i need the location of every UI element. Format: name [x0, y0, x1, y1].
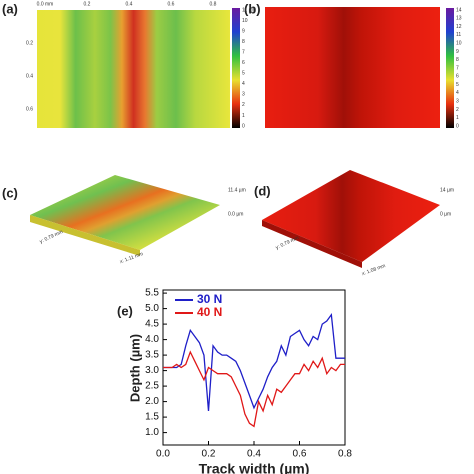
x-tick-label: 0.4: [247, 449, 261, 460]
y-tick-label: 4.5: [145, 319, 159, 330]
colorbar-label: 5: [456, 82, 459, 88]
colorbar-a: [232, 8, 240, 128]
colorbar-label: 6: [456, 74, 459, 80]
z-bottom: 0.0 µm: [228, 211, 243, 217]
colorbar-label: 10: [242, 18, 248, 24]
y-extent: y: 0.79 mm: [275, 235, 300, 251]
y-tick-label: 3.5: [145, 350, 159, 361]
x-axis-title: Track width (µm): [199, 461, 310, 474]
surface-3d-c: [30, 175, 220, 250]
colorbar-label: 5: [242, 71, 245, 77]
colorbar-label: 3: [456, 98, 459, 104]
y-tick-label: 2.0: [145, 396, 159, 407]
legend-label: 30 N: [197, 292, 222, 306]
colorbar-label: 4: [456, 90, 459, 96]
colorbar-label: 9: [242, 28, 245, 34]
x-tick-label: 0.8: [210, 1, 217, 7]
y-tick-label: 5.0: [145, 303, 159, 314]
panel-label: (b): [244, 1, 261, 16]
colorbar-label: 11 µm: [242, 7, 256, 13]
colorbar-label: 8: [242, 39, 245, 45]
colorbar-label: 9: [456, 49, 459, 55]
y-tick-label: 4.0: [145, 334, 159, 345]
y-tick-label: 0.6: [26, 106, 33, 112]
y-tick-label: 1.5: [145, 412, 159, 423]
x-tick-label: 0.6: [293, 449, 307, 460]
z-top: 11.4 µm: [228, 187, 246, 193]
colorbar-label: 12: [456, 24, 462, 30]
colorbar-label: 0: [242, 123, 245, 129]
colorbar-label: 6: [242, 60, 245, 66]
surface-edge: [30, 215, 140, 256]
colorbar-label: 4: [242, 81, 245, 87]
surface-3d-d: [262, 170, 440, 262]
series-line: [163, 313, 345, 411]
colorbar-label: 2: [242, 102, 245, 108]
y-axis-title: Depth (µm): [127, 334, 142, 402]
colorbar-label: 1: [456, 115, 459, 121]
colorbar-label: 7: [456, 65, 459, 71]
y-tick-label: 0.4: [26, 73, 33, 79]
x-tick-label: 0.0: [156, 449, 170, 460]
panel-label: (a): [2, 1, 18, 16]
height-map-a: [37, 10, 230, 128]
colorbar-b: [446, 8, 454, 128]
z-top: 14 µm: [440, 187, 454, 193]
x-tick-label: 0.8: [338, 449, 352, 460]
colorbar-label: 1: [242, 113, 245, 119]
x-tick-label: 0.4: [126, 1, 133, 7]
colorbar-label: 3: [242, 92, 245, 98]
series-line: [163, 350, 345, 428]
x-extent: x: 1.08 mm: [361, 263, 386, 277]
x-tick-label: 0.6: [168, 1, 175, 7]
colorbar-label: 0: [456, 123, 459, 129]
colorbar-label: 14: [456, 7, 462, 13]
colorbar-label: 2: [456, 107, 459, 113]
z-bottom: 0 µm: [440, 211, 451, 217]
x-tick-label: 0.2: [202, 449, 216, 460]
x-tick-label: 0.0 mm: [37, 1, 54, 7]
panel-label: (c): [2, 185, 18, 200]
colorbar-label: 8: [456, 57, 459, 63]
y-extent: y: 0.79 mm: [39, 229, 64, 245]
panel-label: (d): [254, 183, 271, 198]
y-tick-label: 2.5: [145, 381, 159, 392]
colorbar-label: 11: [456, 32, 461, 38]
panel-label: (e): [117, 303, 133, 318]
y-tick-label: 5.5: [145, 288, 159, 299]
surface-edge: [262, 220, 362, 268]
colorbar-label: 10: [456, 40, 462, 46]
y-tick-label: 0.2: [26, 40, 33, 46]
x-tick-label: 0.2: [84, 1, 91, 7]
y-tick-label: 1.0: [145, 427, 159, 438]
legend-label: 40 N: [197, 305, 222, 319]
height-map-b: [265, 7, 440, 128]
colorbar-label: 7: [242, 50, 245, 56]
y-tick-label: 3.0: [145, 365, 159, 376]
colorbar-label: 13: [456, 16, 462, 22]
